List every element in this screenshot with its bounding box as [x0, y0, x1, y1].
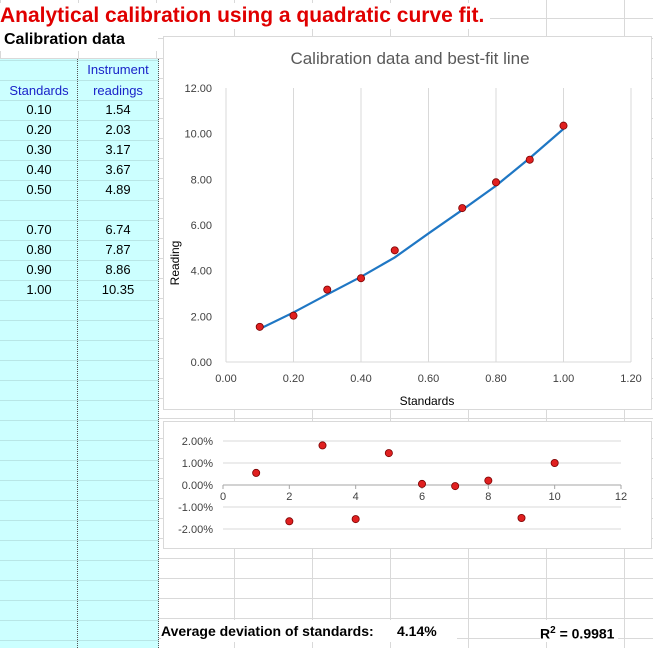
- r-squared-value: = 0.9981: [555, 625, 615, 642]
- y-tick-label: 12.00: [184, 83, 212, 95]
- x-tick-label: 0.80: [485, 373, 506, 385]
- residual-point: [285, 517, 294, 526]
- residual-chart: 2.00% 1.00% 0.00% -1.00% -2.00% 0 2 4 6 8 10 12: [163, 421, 652, 549]
- x-tick-label: 6: [419, 491, 425, 503]
- reading-cell[interactable]: 10.35: [101, 282, 135, 297]
- section-title: Calibration data: [0, 29, 158, 51]
- r-squared: R2 = 0.9981: [540, 620, 619, 642]
- x-tick-label: 12: [615, 491, 627, 503]
- y-tick-label: 6.00: [191, 220, 212, 232]
- standard-cell[interactable]: [0, 200, 78, 220]
- residual-point: [517, 514, 526, 523]
- reading-cell[interactable]: 7.87: [105, 242, 131, 257]
- x-tick-label: 8: [485, 491, 491, 503]
- data-point: [356, 274, 365, 283]
- y-tick-label: 2.00%: [182, 436, 213, 448]
- residual-point: [318, 441, 327, 450]
- calibration-chart: Calibration data and best-fit line Stand…: [163, 36, 652, 410]
- standard-cell[interactable]: 0.10: [26, 102, 52, 117]
- x-tick-label: 1.20: [620, 373, 641, 385]
- data-point: [559, 121, 568, 130]
- y-tick-label: 0.00: [191, 357, 212, 369]
- sheet-title: Analytical calibration using a quadratic…: [0, 3, 491, 29]
- data-point: [289, 311, 298, 320]
- x-tick-label: 0.60: [418, 373, 439, 385]
- standard-cell[interactable]: 1.00: [26, 282, 52, 297]
- readings-header-line1: Instrument: [87, 62, 149, 77]
- reading-cell[interactable]: 4.89: [105, 182, 131, 197]
- x-tick-label: 0.20: [283, 373, 304, 385]
- reading-cell[interactable]: 3.67: [105, 162, 131, 177]
- avg-deviation-value: 4.14%: [397, 620, 457, 642]
- data-point: [458, 204, 467, 213]
- reading-cell[interactable]: 3.17: [105, 142, 131, 157]
- reading-cell[interactable]: 2.03: [105, 122, 131, 137]
- residual-point: [451, 482, 460, 491]
- x-tick-label: 2: [286, 491, 292, 503]
- x-tick-label: 0.00: [215, 373, 236, 385]
- y-tick-label: 8.00: [191, 174, 212, 186]
- data-point: [491, 178, 500, 187]
- standard-cell[interactable]: 0.20: [26, 122, 52, 137]
- reading-cell[interactable]: 1.54: [105, 102, 131, 117]
- y-tick-label: 0.00%: [182, 480, 213, 492]
- data-point: [525, 155, 534, 164]
- residual-chart-svg: 2.00% 1.00% 0.00% -1.00% -2.00% 0 2 4 6 8 10 12: [178, 436, 627, 536]
- x-tick-label: 1.00: [553, 373, 574, 385]
- calibration-chart-svg: Calibration data and best-fit line Stand…: [168, 49, 642, 408]
- column-divider: [77, 59, 78, 648]
- x-tick-label: 0: [220, 491, 226, 503]
- data-point: [323, 285, 332, 294]
- chart-title: Calibration data and best-fit line: [290, 49, 529, 68]
- reading-cell[interactable]: 8.86: [105, 262, 131, 277]
- x-tick-label: 0.40: [350, 373, 371, 385]
- y-tick-label: -1.00%: [178, 502, 213, 514]
- y-axis-label: Reading: [168, 241, 182, 286]
- residual-point: [252, 468, 261, 477]
- y-tick-label: 2.00: [191, 311, 212, 323]
- reading-cell[interactable]: 6.74: [105, 222, 131, 237]
- standard-cell[interactable]: 0.40: [26, 162, 52, 177]
- r-squared-sup: 2: [550, 625, 556, 636]
- standards-header: Standards: [9, 83, 69, 98]
- standard-cell[interactable]: 0.70: [26, 222, 52, 237]
- y-tick-label: -2.00%: [178, 524, 213, 536]
- residual-point: [351, 515, 360, 524]
- best-fit-line: [259, 128, 565, 330]
- reading-cell[interactable]: [79, 200, 157, 220]
- residual-point: [417, 479, 426, 488]
- x-axis-label: Standards: [400, 394, 455, 408]
- data-block: [0, 59, 159, 648]
- y-tick-label: 1.00%: [182, 458, 213, 470]
- y-tick-label: 10.00: [184, 129, 212, 141]
- standard-cell[interactable]: 0.50: [26, 182, 52, 197]
- residual-point: [484, 476, 493, 485]
- r-squared-label: R: [540, 625, 551, 642]
- x-tick-label: 4: [353, 491, 359, 503]
- standard-cell[interactable]: 0.90: [26, 262, 52, 277]
- residual-point: [550, 459, 559, 468]
- standard-cell[interactable]: 0.80: [26, 242, 52, 257]
- readings-header-line2: readings: [93, 83, 143, 98]
- standard-cell[interactable]: 0.30: [26, 142, 52, 157]
- x-tick-label: 10: [549, 491, 561, 503]
- data-point: [255, 322, 264, 331]
- y-tick-label: 4.00: [191, 266, 212, 278]
- avg-deviation-label: Average deviation of standards:: [161, 620, 397, 642]
- residual-point: [384, 449, 393, 458]
- data-point: [390, 246, 399, 255]
